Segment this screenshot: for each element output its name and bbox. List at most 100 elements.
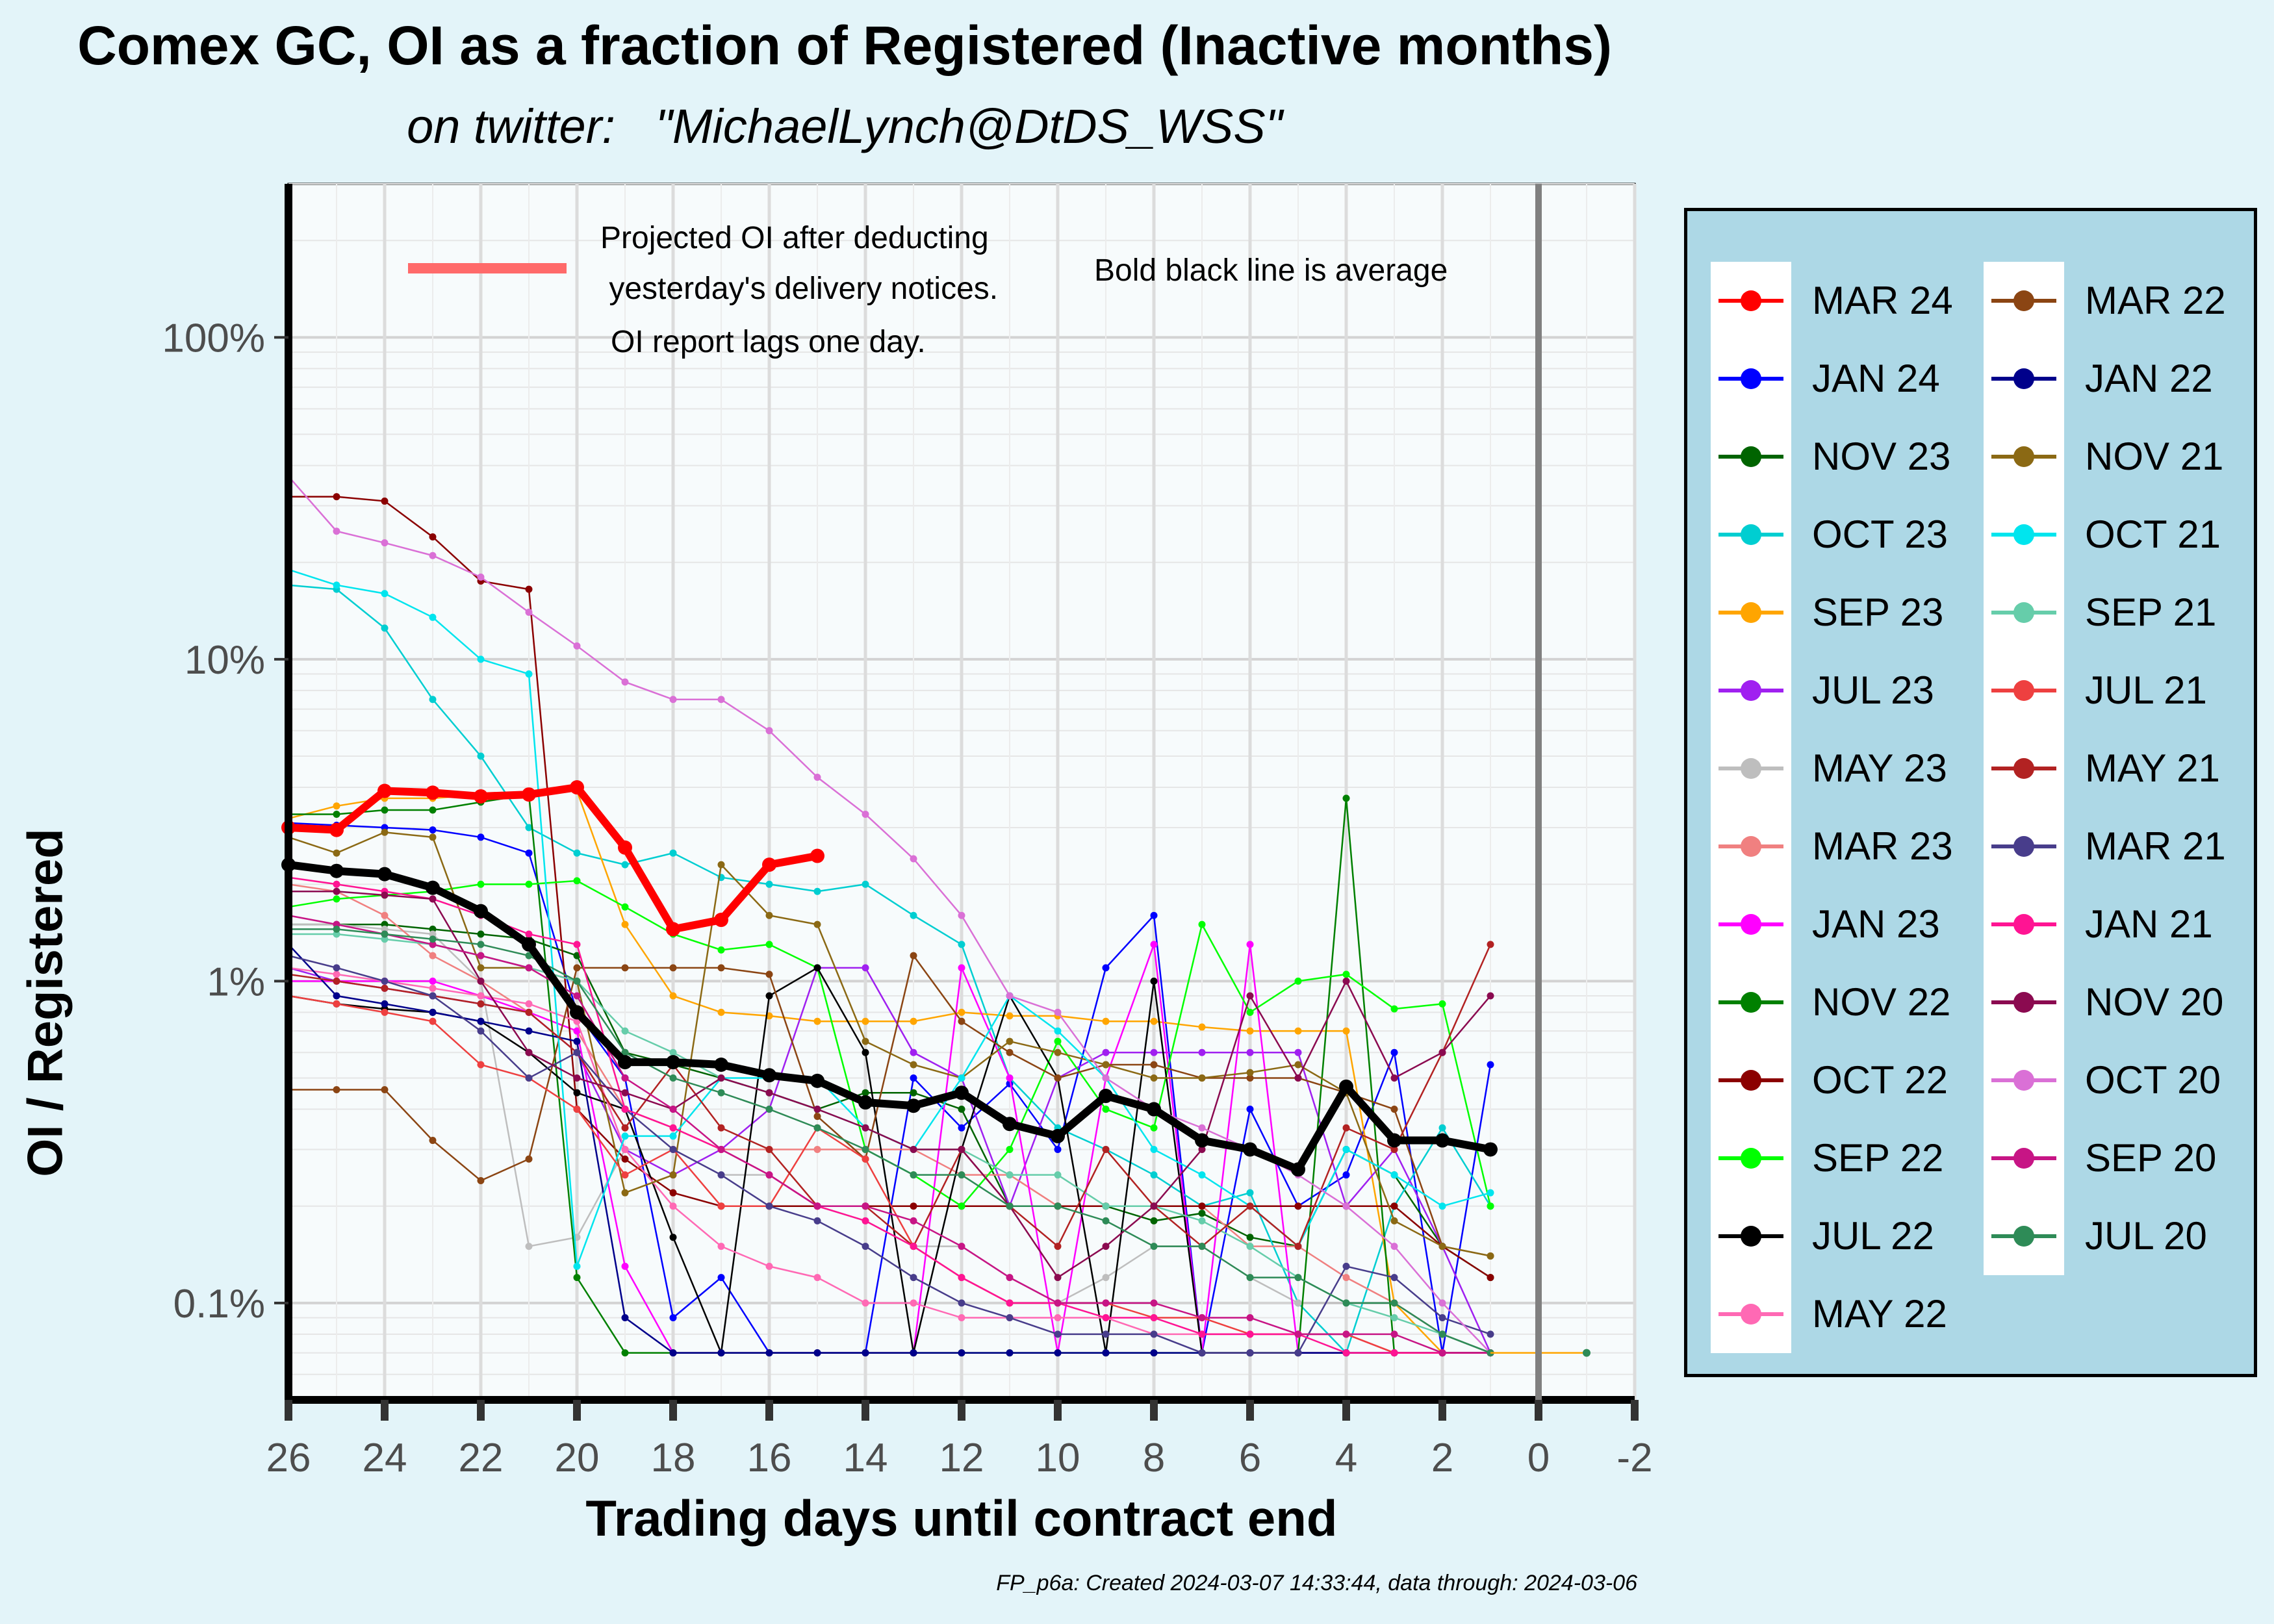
- legend-key: [1984, 496, 2064, 574]
- y-axis-label: OI / Registered: [18, 828, 73, 1177]
- legend-label: JUL 21: [2085, 668, 2207, 712]
- legend-item-mar-24: MAR 24: [1711, 262, 1971, 340]
- series-point: [862, 1089, 869, 1097]
- series-point: [717, 1145, 725, 1153]
- series-point: [333, 992, 340, 1000]
- series-sep-20: [285, 911, 1494, 1357]
- legend-key-dot: [2013, 524, 2034, 545]
- series-point: [1246, 1189, 1254, 1197]
- legend-key-dot: [1741, 446, 1761, 467]
- series-point: [1390, 1299, 1398, 1307]
- series-point: [1102, 1202, 1110, 1210]
- legend-key: [1711, 730, 1791, 807]
- series-point: [765, 971, 773, 978]
- legend-label: NOV 23: [1812, 435, 1951, 478]
- series-point: [621, 1314, 629, 1322]
- projected-point: [666, 922, 680, 937]
- series-point: [862, 1349, 869, 1357]
- series-point: [1102, 1243, 1110, 1250]
- legend-label: NOV 21: [2085, 435, 2224, 478]
- series-point: [910, 1274, 917, 1282]
- series-jul-20: [285, 925, 1494, 1357]
- series-point: [669, 1124, 677, 1132]
- average-point: [570, 1005, 584, 1020]
- series-point: [1150, 1061, 1158, 1069]
- series-point: [1487, 1202, 1494, 1210]
- series-point: [1054, 1074, 1062, 1082]
- series-point: [525, 1000, 533, 1008]
- series-point: [525, 1027, 533, 1035]
- series-line: [288, 944, 1492, 1248]
- series-point: [765, 1262, 773, 1270]
- series-point: [1390, 1330, 1398, 1338]
- series-point: [573, 952, 581, 959]
- series-point: [621, 1089, 629, 1097]
- series-point: [1054, 1314, 1062, 1322]
- legend-key: [1984, 885, 2064, 963]
- series-point: [477, 1027, 485, 1035]
- series-point: [1438, 1048, 1446, 1056]
- series-point: [958, 1171, 965, 1179]
- series-point: [669, 964, 677, 972]
- series-point: [1006, 1299, 1014, 1307]
- legend-key: [1984, 340, 2064, 418]
- series-point: [429, 1137, 437, 1145]
- series-point: [477, 1176, 485, 1184]
- series-point: [1150, 1299, 1158, 1307]
- average-point: [1435, 1133, 1450, 1148]
- series-point: [1054, 1299, 1062, 1307]
- projected-point: [329, 822, 344, 837]
- series-point: [717, 696, 725, 704]
- legend-item-jul-23: JUL 23: [1711, 652, 1971, 730]
- series-point: [381, 539, 389, 547]
- series-point: [717, 1202, 725, 1210]
- legend-key: [1711, 963, 1791, 1041]
- series-point: [813, 920, 821, 928]
- series-point: [333, 1085, 340, 1093]
- legend-key: [1984, 1119, 2064, 1197]
- legend-label: JAN 24: [1812, 357, 1940, 400]
- series-point: [621, 1124, 629, 1132]
- series-point: [1198, 1217, 1206, 1224]
- legend-label: SEP 23: [1812, 590, 1944, 634]
- x-tick-label: 20: [555, 1436, 600, 1480]
- legend-key: [1711, 496, 1791, 574]
- series-point: [1342, 971, 1350, 978]
- average-point: [329, 863, 344, 878]
- series-point: [1150, 1017, 1158, 1025]
- average-point: [426, 880, 440, 895]
- series-point: [1198, 1243, 1206, 1250]
- series-point: [1294, 1061, 1302, 1069]
- series-point: [717, 861, 725, 869]
- series-point: [1390, 1314, 1398, 1322]
- series-point: [333, 493, 340, 501]
- series-point: [1054, 1008, 1062, 1016]
- legend-item-may-21: MAY 21: [1984, 730, 2243, 807]
- average-point: [762, 1068, 776, 1083]
- series-point: [477, 941, 485, 948]
- series-point: [381, 624, 389, 632]
- series-point: [333, 930, 340, 938]
- series-point: [1246, 1314, 1254, 1322]
- legend-key: [1711, 1119, 1791, 1197]
- series-point: [1102, 1048, 1110, 1056]
- legend-label: JUL 20: [2085, 1214, 2207, 1258]
- average-point: [906, 1098, 921, 1113]
- series-point: [1006, 1274, 1014, 1282]
- series-point: [910, 1017, 917, 1025]
- series-point: [910, 1349, 917, 1357]
- series-point: [1438, 1243, 1446, 1250]
- series-point: [525, 1008, 533, 1016]
- series-point: [1054, 1171, 1062, 1179]
- series-point: [669, 1074, 677, 1082]
- series-point: [1102, 1349, 1110, 1357]
- series-point: [862, 1155, 869, 1163]
- series-point: [862, 1124, 869, 1132]
- series-point: [1102, 1017, 1110, 1025]
- series-point: [813, 1202, 821, 1210]
- series-point: [1294, 1202, 1302, 1210]
- projected-point: [714, 913, 728, 928]
- series-point: [621, 1145, 629, 1153]
- series-point: [813, 1017, 821, 1025]
- series-point: [765, 1089, 773, 1097]
